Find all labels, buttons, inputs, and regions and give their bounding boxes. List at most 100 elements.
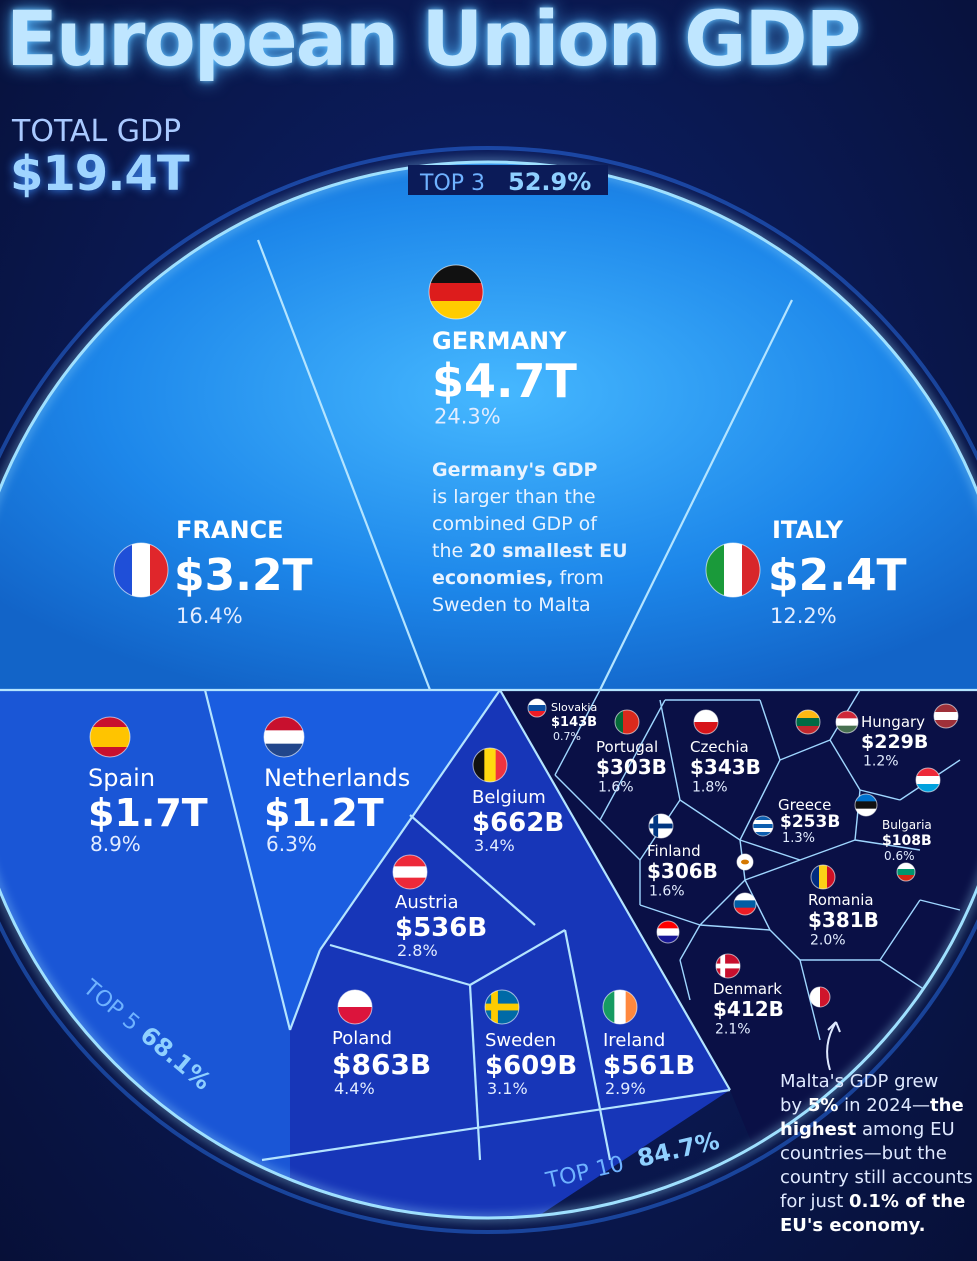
country-netherlands: Netherlands$1.2T6.3% xyxy=(264,764,410,856)
lithuania-flag-icon xyxy=(796,710,820,734)
country-share: 1.8% xyxy=(692,780,728,796)
country-share: 6.3% xyxy=(266,832,317,856)
austria-flag-icon xyxy=(393,855,427,889)
country-share: 2.0% xyxy=(810,933,846,949)
chart-ring xyxy=(0,160,977,1220)
country-name: Ireland xyxy=(603,1030,665,1051)
country-share: 1.6% xyxy=(598,780,634,796)
country-france: FRANCE $3.2T 16.4% xyxy=(174,516,313,628)
page-title: European Union GDP xyxy=(6,0,861,83)
country-value: $253B xyxy=(780,812,840,832)
poland-flag-icon xyxy=(338,990,372,1024)
country-value: $3.2T xyxy=(174,550,313,601)
sweden-flag-icon xyxy=(485,990,519,1024)
country-share: 3.1% xyxy=(487,1079,528,1098)
country-value: $412B xyxy=(713,997,784,1021)
country-name: Finland xyxy=(647,842,701,860)
country-name: ITALY xyxy=(772,516,844,544)
hungary-flag-icon xyxy=(836,711,858,733)
country-share: 2.8% xyxy=(397,941,438,960)
country-value: $143B xyxy=(551,715,597,730)
ireland-flag-icon xyxy=(603,990,637,1024)
malta-arrow xyxy=(826,1021,837,1071)
luxembourg-flag-icon xyxy=(916,768,940,792)
malta-note: Malta's GDP grew by 5% in 2024—the highest… xyxy=(780,1071,973,1236)
country-name: Slovakia xyxy=(551,701,597,714)
romania-flag-icon xyxy=(811,865,835,889)
croatia-flag-icon xyxy=(657,921,679,943)
country-name: Poland xyxy=(332,1028,392,1049)
country-name: GERMANY xyxy=(432,327,567,355)
country-share: 0.6% xyxy=(884,849,915,863)
country-share: 1.6% xyxy=(649,884,685,900)
country-value: $229B xyxy=(861,731,928,753)
country-name: Hungary xyxy=(861,713,925,731)
greece-flag-icon xyxy=(753,816,773,836)
malta-flag-icon xyxy=(810,987,830,1007)
cell-netherlands xyxy=(205,690,500,1030)
country-name: Portugal xyxy=(596,738,658,756)
country-share: 1.2% xyxy=(863,754,899,770)
country-share: 2.9% xyxy=(605,1079,646,1098)
outer-ring xyxy=(0,146,977,1234)
czechia-flag-icon xyxy=(694,710,718,734)
top3-value: 52.9% xyxy=(508,168,591,196)
country-italy: ITALY $2.4T 12.2% xyxy=(768,516,907,628)
latvia-flag-icon xyxy=(934,704,958,728)
country-share: 12.2% xyxy=(770,604,837,628)
country-value: $536B xyxy=(395,913,487,943)
estonia-flag-icon xyxy=(855,794,877,816)
country-value: $561B xyxy=(603,1051,695,1081)
country-name: Austria xyxy=(395,892,459,913)
finland-flag-icon xyxy=(649,814,673,838)
country-name: Netherlands xyxy=(264,764,410,792)
country-share: 8.9% xyxy=(90,832,141,856)
spain-flag-icon xyxy=(90,717,130,757)
slovakia-flag-icon xyxy=(528,699,546,717)
germany-flag-icon xyxy=(429,265,483,319)
country-name: Bulgaria xyxy=(882,818,932,832)
malta-arrowhead xyxy=(827,1021,841,1033)
country-name: Belgium xyxy=(472,787,546,808)
country-value: $1.7T xyxy=(88,791,208,835)
denmark-flag-icon xyxy=(716,954,740,978)
bulgaria-flag-icon xyxy=(897,863,915,881)
netherlands-flag-icon xyxy=(264,717,304,757)
portugal-flag-icon xyxy=(615,710,639,734)
tier-top10-area xyxy=(290,690,730,1218)
italy-flag-icon xyxy=(706,543,760,597)
country-value: $1.2T xyxy=(264,791,384,835)
top3-label: TOP 3 xyxy=(419,171,485,196)
cyprus-flag-icon xyxy=(737,854,753,870)
country-share: 0.7% xyxy=(553,730,581,743)
country-name: Denmark xyxy=(713,980,782,998)
country-value: $306B xyxy=(647,859,718,883)
country-share: 16.4% xyxy=(176,604,243,628)
country-name: FRANCE xyxy=(176,516,284,544)
country-share: 2.1% xyxy=(715,1022,751,1038)
country-share: 4.4% xyxy=(334,1079,375,1098)
country-value: $609B xyxy=(485,1051,577,1081)
country-value: $108B xyxy=(882,833,932,849)
country-value: $863B xyxy=(332,1048,431,1081)
france-flag-icon xyxy=(114,543,168,597)
country-name: Sweden xyxy=(485,1030,556,1051)
country-spain: Spain$1.7T8.9% xyxy=(88,764,208,856)
total-gdp-label: TOTAL GDP xyxy=(12,114,182,149)
country-share: 1.3% xyxy=(782,831,815,846)
